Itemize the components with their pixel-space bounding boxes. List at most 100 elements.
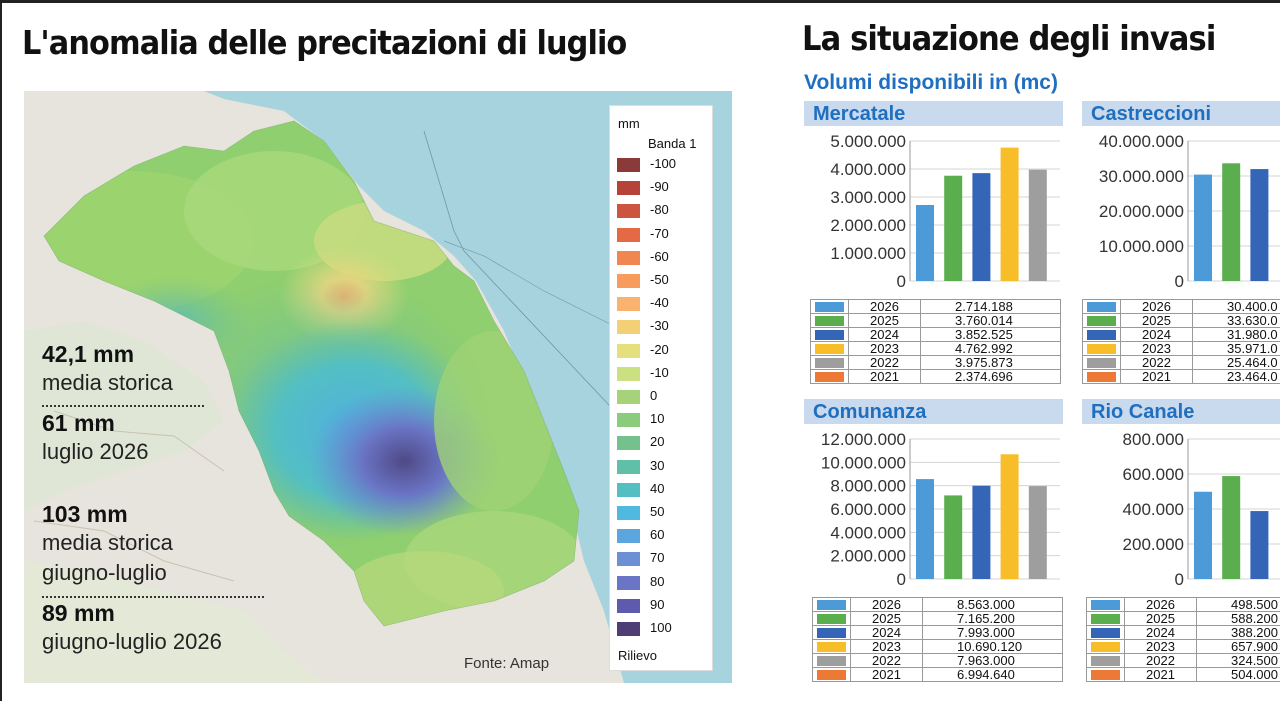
- series-swatch: [1087, 301, 1116, 312]
- year-cell: 2023: [848, 341, 921, 356]
- table-row: 2023 10.690.120: [812, 639, 1063, 654]
- stat-label: giugno-luglio 2026: [42, 629, 222, 654]
- table-comunanza: 2026 8.563.000 2025 7.165.200 2024 7.993.000 2…: [812, 597, 1063, 682]
- series-swatch-cell: [812, 611, 851, 626]
- panel-mercatale: Mercatale 0 1.000.000 2.000.000 3.000.000 4.…: [804, 101, 1064, 391]
- y-tick-label: 0: [1175, 272, 1184, 291]
- series-swatch: [1091, 599, 1120, 610]
- year-cell: 2021: [1124, 667, 1197, 682]
- bar-2025: [944, 495, 963, 579]
- year-cell: 2022: [850, 653, 923, 668]
- legend-swatch: [617, 181, 640, 196]
- legend-label: 20: [650, 434, 665, 450]
- legend-swatch: [617, 158, 640, 172]
- legend-label: 40: [650, 480, 665, 496]
- bar-2024: [1250, 511, 1269, 579]
- stat-historic-june-july: 103 mm media storica giugno-luglio: [42, 501, 173, 587]
- year-cell: 2023: [1124, 639, 1197, 654]
- series-swatch-cell: [1086, 597, 1125, 612]
- series-swatch: [817, 613, 846, 624]
- series-swatch: [817, 655, 846, 666]
- value-cell: 3.760.014: [920, 313, 1061, 328]
- year-cell: 2025: [850, 611, 923, 626]
- series-swatch: [817, 669, 846, 680]
- value-cell: 388.200: [1196, 625, 1280, 640]
- legend-swatch: [617, 204, 640, 219]
- table-row: 2025 7.165.200: [812, 611, 1063, 626]
- series-swatch-cell: [1086, 667, 1125, 682]
- legend-swatch: [617, 622, 640, 636]
- table-row: 2023 657.900: [1086, 639, 1280, 654]
- legend-swatch: [617, 413, 640, 428]
- bar-2025: [1222, 476, 1241, 579]
- year-cell: 2024: [848, 327, 921, 342]
- chart-rio-canale: 0 200.000 400.000 600.000 800.000: [1123, 430, 1280, 589]
- legend-swatch: [617, 227, 640, 242]
- series-swatch: [815, 329, 844, 340]
- legend-swatch: [617, 506, 640, 520]
- value-cell: 504.000: [1196, 667, 1280, 682]
- series-swatch: [817, 599, 846, 610]
- bar-2022: [1028, 486, 1047, 579]
- y-tick-label: 12.000.000: [821, 430, 906, 449]
- table-row: 2022 324.500: [1086, 653, 1280, 668]
- year-cell: 2022: [1124, 653, 1197, 668]
- table-row: 2022 3.975.873: [810, 355, 1061, 370]
- series-swatch: [815, 343, 844, 354]
- y-tick-label: 4.000.000: [830, 160, 906, 179]
- bar-2023: [1000, 454, 1019, 579]
- panel-title: Comunanza: [804, 399, 1063, 424]
- series-swatch-cell: [812, 667, 851, 682]
- table-row: 2025 588.200: [1086, 611, 1280, 626]
- legend-label: 80: [650, 573, 665, 589]
- bar-2022: [1028, 169, 1047, 281]
- bar-2026: [916, 479, 934, 579]
- legend-swatch: [617, 250, 640, 265]
- year-cell: 2024: [850, 625, 923, 640]
- bar-2025: [944, 175, 963, 281]
- series-swatch-cell: [1082, 299, 1121, 314]
- series-swatch-cell: [1082, 355, 1121, 370]
- bar-2026: [1194, 491, 1212, 579]
- panel-rio-canale: Rio Canale 0 200.000 400.000 600.000 800.000…: [1082, 399, 1280, 689]
- series-swatch-cell: [1086, 625, 1125, 640]
- series-swatch: [815, 371, 844, 382]
- table-rio-canale: 2026 498.500 2025 588.200 2024 388.200 2023 657…: [1086, 597, 1280, 682]
- divider: [42, 405, 204, 407]
- value-cell: 23.464.0: [1192, 369, 1280, 384]
- value-cell: 2.374.696: [920, 369, 1061, 384]
- legend-label: -30: [650, 318, 669, 334]
- y-tick-label: 5.000.000: [830, 132, 906, 151]
- y-tick-label: 3.000.000: [830, 188, 906, 207]
- value-cell: 324.500: [1196, 653, 1280, 668]
- stat-label: giugno-luglio: [42, 559, 167, 585]
- table-castreccioni: 2026 30.400.0 2025 33.630.0 2024 31.980.0 2023…: [1082, 299, 1280, 384]
- chart-mercatale: 0 1.000.000 2.000.000 3.000.000 4.000.000 5.0…: [830, 132, 1060, 291]
- stat-july-2026: 61 mm luglio 2026: [42, 410, 148, 467]
- year-cell: 2025: [848, 313, 921, 328]
- legend-swatch: [617, 366, 640, 381]
- series-swatch: [1091, 655, 1120, 666]
- y-tick-label: 20.000.000: [1099, 202, 1184, 221]
- year-cell: 2026: [848, 299, 921, 314]
- table-row: 2023 4.762.992: [810, 341, 1061, 356]
- series-swatch: [815, 301, 844, 312]
- bar-2024: [1250, 169, 1269, 281]
- series-swatch-cell: [810, 299, 849, 314]
- legend-swatch: [617, 390, 640, 404]
- legend-swatch: [617, 598, 640, 613]
- table-row: 2025 33.630.0: [1082, 313, 1280, 328]
- table-row: 2025 3.760.014: [810, 313, 1061, 328]
- series-swatch: [1087, 357, 1116, 368]
- series-swatch: [817, 627, 846, 638]
- legend-swatch: [617, 320, 640, 335]
- table-row: 2024 3.852.525: [810, 327, 1061, 342]
- stat-value: 61 mm: [42, 410, 115, 436]
- legend-label: 30: [650, 457, 665, 473]
- series-swatch-cell: [1082, 341, 1121, 356]
- series-swatch: [1087, 371, 1116, 382]
- series-swatch-cell: [812, 625, 851, 640]
- year-cell: 2021: [848, 369, 921, 384]
- series-swatch: [1091, 627, 1120, 638]
- series-swatch-cell: [1082, 369, 1121, 384]
